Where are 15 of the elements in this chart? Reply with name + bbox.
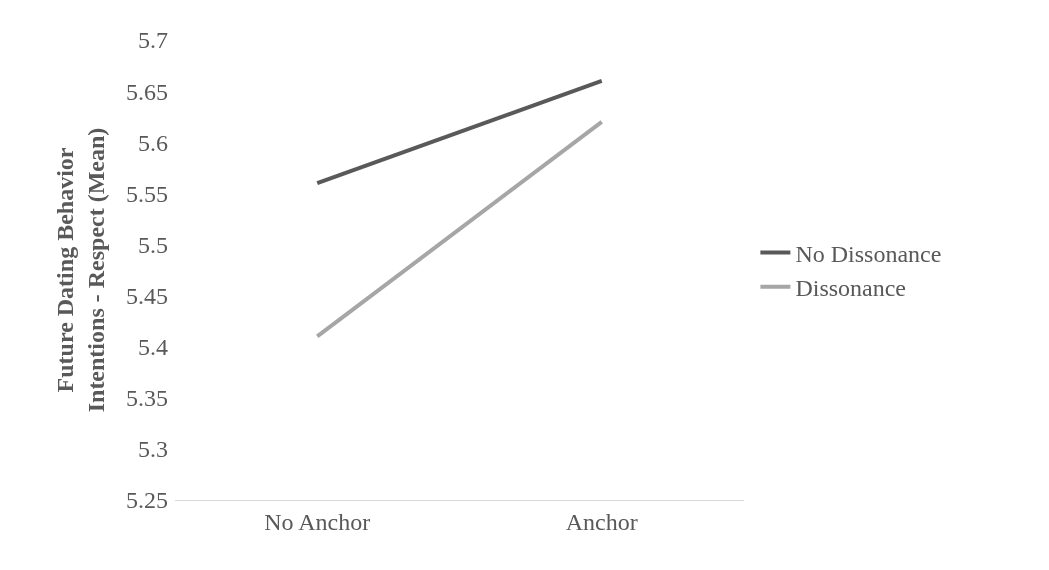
y-tick-label: 5.35 (126, 385, 168, 412)
y-tick-label: 5.25 (126, 487, 168, 514)
y-tick-label: 5.7 (138, 27, 168, 54)
y-tick-label: 5.45 (126, 282, 168, 309)
x-tick-label: Anchor (565, 508, 638, 535)
y-tick-label: 5.6 (138, 129, 168, 156)
y-axis-title: Future Dating Behavior Intentions - Respect (Mean) (51, 127, 110, 413)
y-tick-label: 5.65 (126, 78, 168, 105)
legend-label: Dissonance (795, 275, 907, 302)
y-tick-label: 5.55 (126, 180, 168, 207)
x-tick-label: No Anchor (264, 508, 371, 535)
legend-label: No Dissonance (795, 240, 942, 267)
y-tick-label: 5.3 (138, 436, 168, 463)
y-tick-label: 5.5 (138, 231, 168, 258)
y-tick-label: 5.4 (138, 334, 168, 361)
